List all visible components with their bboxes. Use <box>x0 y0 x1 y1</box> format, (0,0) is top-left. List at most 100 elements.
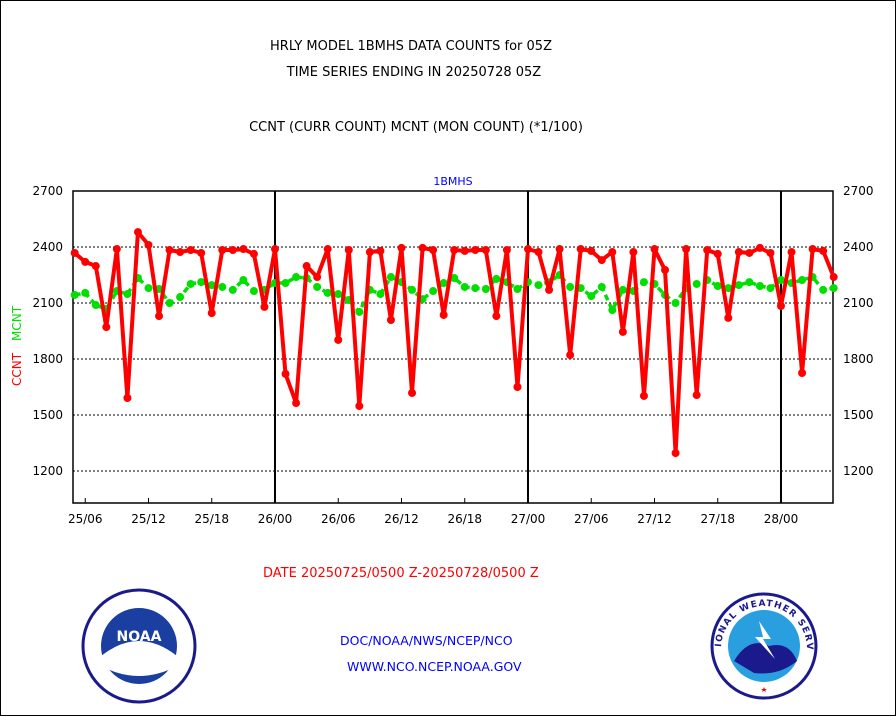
data-point-ccnt <box>755 243 764 252</box>
y-tick-label-left: 2400 <box>32 240 63 254</box>
footer-org: DOC/NOAA/NWS/NCEP/NCO <box>340 633 513 648</box>
x-tick-label: 27/06 <box>574 512 609 526</box>
data-point-ccnt <box>629 248 638 257</box>
data-point-ccnt <box>334 335 343 344</box>
y-tick-label-right: 1800 <box>843 352 874 366</box>
data-point-mcnt <box>376 290 385 299</box>
data-point-ccnt <box>281 369 290 378</box>
x-tick-label: 26/00 <box>258 512 293 526</box>
data-point-ccnt <box>260 302 269 311</box>
data-point-mcnt <box>481 285 490 293</box>
data-point-ccnt <box>123 394 132 403</box>
data-point-mcnt <box>755 282 764 291</box>
nws-logo: NATIONAL WEATHER SERVICE <box>709 591 818 700</box>
data-point-mcnt <box>176 293 185 302</box>
y-tick-label-right: 1200 <box>843 464 874 478</box>
data-point-ccnt <box>776 301 785 310</box>
data-point-ccnt <box>481 245 490 254</box>
data-point-mcnt <box>386 273 395 282</box>
y-tick-label-left: 1200 <box>32 464 63 478</box>
data-point-ccnt <box>429 245 438 254</box>
data-point-mcnt <box>281 279 290 288</box>
data-point-ccnt <box>218 245 227 254</box>
chart-title-line1: HRLY MODEL 1BMHS DATA COUNTS for 05Z <box>270 39 552 54</box>
x-tick-label: 27/18 <box>700 512 735 526</box>
data-point-ccnt <box>70 248 79 257</box>
y-tick-label-left: 2100 <box>32 296 63 310</box>
data-point-mcnt <box>745 278 754 287</box>
data-point-ccnt <box>155 312 164 321</box>
data-point-ccnt <box>819 246 828 255</box>
data-point-ccnt <box>523 245 532 254</box>
data-point-ccnt <box>249 249 258 258</box>
data-point-mcnt <box>534 281 543 290</box>
data-point-mcnt <box>829 284 838 293</box>
panel-label: 1BMHS <box>433 175 472 188</box>
data-point-ccnt <box>408 388 417 397</box>
data-point-mcnt <box>313 282 322 291</box>
footer-url[interactable]: WWW.NCO.NCEP.NOAA.GOV <box>347 659 522 674</box>
data-point-mcnt <box>429 287 438 296</box>
data-point-mcnt <box>471 284 480 293</box>
data-point-ccnt <box>724 313 733 322</box>
data-point-mcnt <box>692 279 701 288</box>
data-point-ccnt <box>91 262 100 271</box>
noaa-logo-text: NOAA <box>117 629 162 645</box>
data-point-ccnt <box>239 245 248 254</box>
data-point-ccnt <box>618 327 627 336</box>
data-point-ccnt <box>639 391 648 400</box>
data-point-ccnt <box>713 249 722 258</box>
data-point-ccnt <box>397 243 406 252</box>
data-point-ccnt <box>650 245 659 254</box>
data-point-mcnt <box>608 306 617 315</box>
x-tick-label: 25/06 <box>68 512 103 526</box>
data-point-ccnt <box>566 351 575 360</box>
data-point-mcnt <box>355 307 364 316</box>
data-point-mcnt <box>207 281 216 290</box>
y-axis-label-ccnt: CCNT <box>10 352 24 386</box>
data-point-mcnt <box>776 276 785 285</box>
data-point-ccnt <box>492 312 501 321</box>
x-tick-label: 26/18 <box>447 512 482 526</box>
x-tick-label: 26/06 <box>321 512 356 526</box>
data-point-ccnt <box>365 248 374 257</box>
data-point-ccnt <box>386 315 395 324</box>
data-point-mcnt <box>597 282 606 291</box>
data-point-mcnt <box>186 279 195 288</box>
plot-area <box>72 190 834 504</box>
data-point-mcnt <box>587 292 596 301</box>
data-point-ccnt <box>376 246 385 255</box>
data-point-mcnt <box>724 284 733 293</box>
data-point-ccnt <box>302 262 311 271</box>
data-point-ccnt <box>513 383 522 391</box>
x-tick-label: 28/00 <box>764 512 799 526</box>
data-point-ccnt <box>597 256 606 265</box>
data-point-ccnt <box>197 248 206 257</box>
data-point-ccnt <box>587 246 596 255</box>
series-line-ccnt <box>73 230 836 456</box>
data-point-ccnt <box>144 240 153 249</box>
data-point-ccnt <box>355 402 364 411</box>
y-tick-label-right: 2700 <box>843 184 874 198</box>
data-point-ccnt <box>418 243 427 252</box>
data-point-mcnt <box>713 282 722 291</box>
data-point-ccnt <box>112 245 121 254</box>
data-point-ccnt <box>186 245 195 254</box>
data-point-mcnt <box>91 301 100 310</box>
data-point-ccnt <box>292 399 301 408</box>
data-point-ccnt <box>545 285 554 294</box>
data-point-mcnt <box>218 282 227 291</box>
data-point-ccnt <box>207 309 216 318</box>
y-tick-label-right: 2400 <box>843 240 874 254</box>
data-point-ccnt <box>323 245 332 254</box>
data-point-ccnt <box>165 245 174 254</box>
x-tick-label: 27/00 <box>511 512 546 526</box>
data-point-ccnt <box>502 245 511 254</box>
data-point-mcnt <box>492 274 501 283</box>
y-tick-label-left: 1500 <box>32 408 63 422</box>
data-point-mcnt <box>566 282 575 291</box>
y-tick-label-left: 2700 <box>32 184 63 198</box>
data-point-ccnt <box>133 228 142 237</box>
